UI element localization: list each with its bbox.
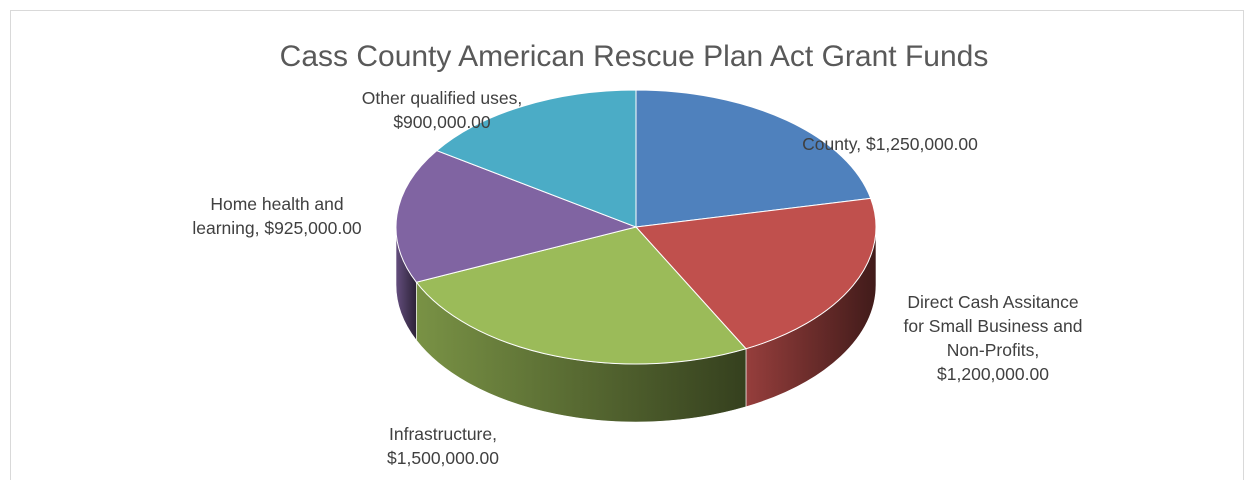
- data-label-4: Other qualified uses, $900,000.00: [362, 88, 523, 132]
- pie-slice-2: [415, 226, 747, 365]
- pie-slice-0: [635, 89, 872, 228]
- data-label-3: Home health and learning, $925,000.00: [192, 194, 362, 238]
- data-label-line: for Small Business and: [904, 316, 1083, 336]
- pie-slice-4: [435, 89, 637, 228]
- pie-chart: Cass County American Rescue Plan Act Gra…: [192, 40, 1082, 468]
- data-label-line: Non-Profits,: [947, 340, 1039, 360]
- pie-slice-1: [634, 197, 877, 350]
- data-label-line: $900,000.00: [393, 112, 491, 132]
- data-label-line: learning, $925,000.00: [192, 218, 362, 238]
- data-label-1: Direct Cash Assitance for Small Business …: [904, 292, 1083, 384]
- data-label-line: Direct Cash Assitance: [907, 292, 1078, 312]
- data-label-line: $1,200,000.00: [937, 364, 1049, 384]
- data-labels: County, $1,250,000.00 Direct Cash Assitan…: [192, 88, 1082, 468]
- chart-title: Cass County American Rescue Plan Act Gra…: [280, 40, 989, 73]
- data-label-line: Infrastructure,: [389, 424, 497, 444]
- data-label-line: Other qualified uses,: [362, 88, 523, 108]
- pie-slices: [395, 89, 877, 365]
- data-label-line: County, $1,250,000.00: [802, 134, 978, 154]
- data-label-line: Home health and: [210, 194, 343, 214]
- data-label-0: County, $1,250,000.00: [802, 134, 978, 154]
- data-label-2: Infrastructure, $1,500,000.00: [387, 424, 499, 468]
- data-label-line: $1,500,000.00: [387, 448, 499, 468]
- pie-slice-3: [395, 150, 638, 283]
